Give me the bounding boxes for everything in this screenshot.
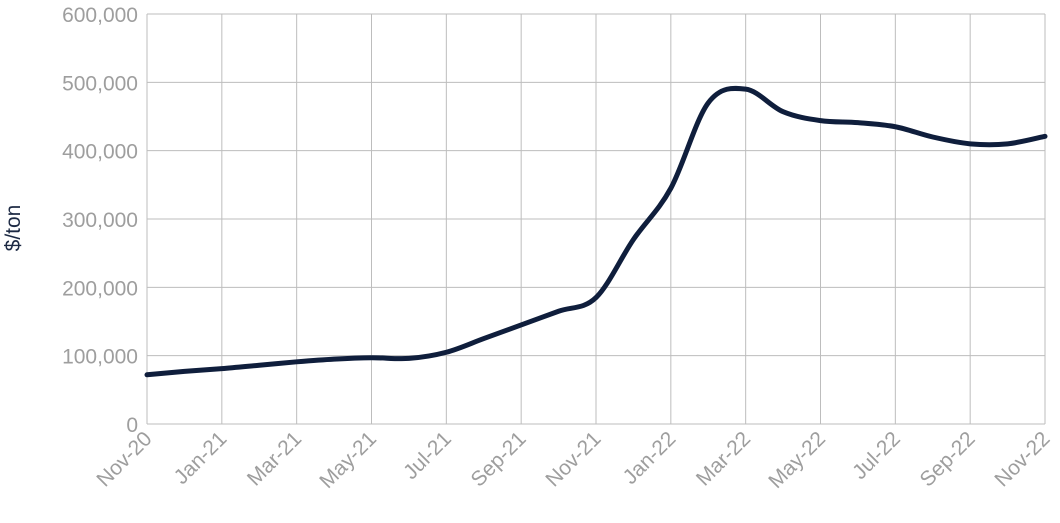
x-tick-label: Jan-22 [619,427,681,489]
x-tick-label: May-21 [315,427,381,493]
x-axis-tick-labels: Nov-20 Jan-21 Mar-21 May-21 Jul-21 Sep-21 Nov-… [92,427,1054,493]
vertical-gridlines [146,14,1046,424]
x-tick-label: Nov-20 [92,427,156,491]
x-tick-label: Sep-22 [916,427,980,491]
x-tick-label: Mar-21 [243,427,306,490]
x-tick-label: Sep-21 [467,427,531,491]
y-tick-label: 0 [126,414,138,437]
y-axis-tick-labels: 0 100,000 200,000 300,000 400,000 500,000 600,… [62,4,138,437]
x-tick-label: Jan-21 [170,427,232,489]
y-tick-label: 100,000 [62,346,138,369]
y-tick-label: 500,000 [62,72,138,95]
series-line [144,85,1048,378]
series-layer [144,85,1048,378]
y-tick-label: 600,000 [62,4,138,27]
x-tick-label: Mar-22 [692,427,755,490]
y-axis-title: $/ton [2,205,25,252]
y-tick-label: 300,000 [62,209,138,232]
x-tick-label: Jul-22 [848,427,905,484]
y-tick-label: 400,000 [62,141,138,164]
x-tick-label: May-22 [764,427,830,493]
x-tick-label: Nov-21 [541,427,605,491]
y-tick-label: 200,000 [62,277,138,300]
x-tick-label: Jul-21 [399,427,456,484]
x-tick-label: Nov-22 [990,427,1054,491]
